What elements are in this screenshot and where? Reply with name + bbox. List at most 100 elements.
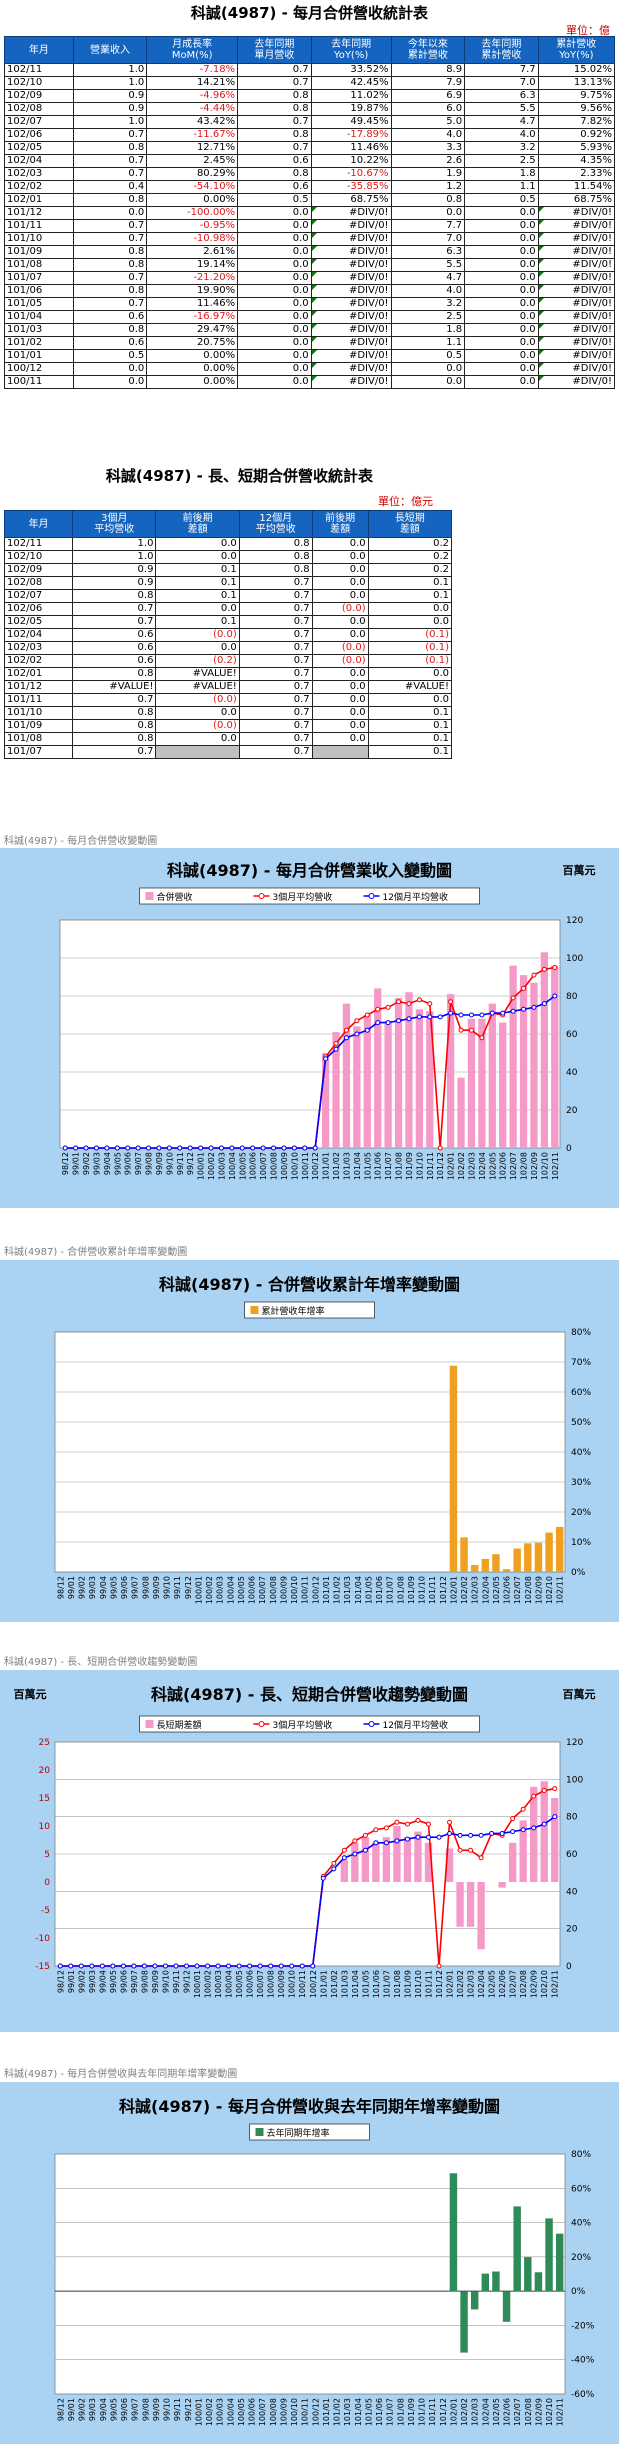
table-row: 101/10 0.7 -10.98% 0.0 #DIV/0! 7.0 0.0 #DIV/0!: [4, 232, 616, 246]
bar: [457, 1077, 465, 1148]
y-tick-label: 20: [566, 1106, 578, 1116]
row-date-cell: 102/08: [4, 102, 74, 116]
table-cell: 0.0: [155, 732, 240, 746]
table-cell: 0.8: [238, 550, 313, 564]
table-cell: #DIV/0!: [537, 284, 616, 298]
table-cell: 29.47%: [146, 323, 239, 337]
x-tick-label: 101/06: [375, 2398, 384, 2426]
bar: [394, 997, 403, 1148]
x-tick-label: 102/07: [509, 1152, 518, 1180]
chart1-caption: 科誠(4987) - 每月合併營收變動圖: [4, 836, 158, 847]
bar: [351, 1842, 359, 1882]
x-tick-label: 99/03: [88, 1576, 97, 1599]
data-point: [531, 1793, 537, 1799]
x-tick-label: 100/04: [225, 1970, 234, 1998]
table-cell: -35.85%: [310, 180, 392, 194]
row-date-cell: 101/08: [4, 258, 74, 272]
table-cell: #VALUE!: [155, 680, 240, 694]
x-tick-label: 100/05: [237, 1576, 246, 1604]
table-cell: 0.1: [367, 706, 453, 720]
row-date-cell: 101/02: [4, 336, 74, 350]
data-point: [468, 1832, 474, 1838]
table-cell: 1.8: [390, 323, 466, 337]
table-cell: 2.5: [390, 310, 466, 324]
chart4-caption: 科誠(4987) - 每月合併營收與去年同期年增率變動圖: [4, 2069, 238, 2080]
data-point: [406, 1001, 412, 1007]
table-cell: #DIV/0!: [537, 323, 616, 337]
data-point: [120, 1963, 126, 1969]
table-cell: 0.1: [155, 563, 240, 577]
chart-title: 科誠(4987) - 合併營收累計年增率變動圖: [159, 1275, 460, 1294]
table-cell: 2.33%: [537, 167, 616, 181]
x-tick-label: 100/03: [216, 2398, 225, 2426]
x-tick-label: 100/08: [267, 1970, 276, 1998]
legend-swatch: [145, 892, 154, 900]
data-point: [396, 1018, 402, 1024]
table-cell: 0.6: [72, 310, 148, 324]
x-tick-label: 99/04: [99, 1576, 108, 1599]
data-point: [375, 1006, 381, 1012]
x-tick-label: 102/10: [545, 1576, 554, 1604]
data-point: [510, 995, 516, 1001]
x-tick-label: 99/02: [78, 2398, 87, 2421]
bar: [445, 1848, 454, 1882]
x-tick-label: 100/08: [269, 2398, 278, 2426]
table-cell: 0.0: [311, 576, 369, 590]
data-point: [468, 1012, 474, 1018]
data-point: [437, 1145, 443, 1151]
x-tick-label: 99/10: [163, 2398, 172, 2421]
data-point: [415, 1834, 421, 1840]
x-tick-label: 99/06: [120, 2398, 129, 2421]
table-cell: #VALUE!: [367, 680, 453, 694]
x-tick-label: 102/05: [488, 1152, 497, 1180]
table-cell: 0.0: [390, 375, 466, 389]
x-tick-label: 99/05: [113, 1152, 122, 1175]
bar: [509, 965, 517, 1148]
bar: [426, 1011, 434, 1148]
table-cell: 12.71%: [146, 141, 239, 155]
y-tick-label: 80%: [571, 1328, 591, 1338]
table-cell: 0.9: [72, 102, 148, 116]
row-date-cell: 102/01: [3, 667, 74, 681]
x-tick-label: 99/12: [184, 2398, 193, 2421]
table-cell: (0.0): [155, 628, 240, 642]
unit-label-left: 百萬元: [14, 1687, 47, 1701]
chart-title: 科誠(4987) - 每月合併營業收入變動圖: [167, 861, 452, 880]
table-cell: -54.10%: [146, 180, 239, 194]
table-cell: 2.6: [390, 154, 466, 168]
table-cell: 19.14%: [146, 258, 239, 272]
x-tick-label: 99/02: [77, 1970, 86, 1993]
table-cell: #DIV/0!: [310, 232, 392, 246]
table-cell: #DIV/0!: [310, 310, 392, 324]
bar: [555, 2233, 564, 2292]
data-point: [427, 1001, 433, 1007]
chart2-panel: 科誠(4987) - 合併營收累計年增率變動圖 累計營收年增率 0% 10% 20% 30…: [0, 1260, 619, 1622]
x-tick-label: 99/11: [176, 1152, 185, 1175]
x-tick-label: 99/01: [72, 1152, 81, 1175]
y-left-tick-label: -15: [35, 1962, 50, 1972]
table-cell: 0.0: [72, 375, 148, 389]
x-tick-label: 100/07: [258, 1576, 267, 1604]
table-cell: 0.6: [72, 628, 157, 642]
row-date-cell: 102/05: [3, 615, 74, 629]
table-cell: 0.0: [464, 219, 539, 233]
y-tick-label: 40: [566, 1887, 578, 1897]
table-cell: 0.7: [237, 141, 312, 155]
table-cell: #DIV/0!: [310, 323, 392, 337]
line-series: [62, 993, 558, 1151]
chart3-panel: 科誠(4987) - 長、短期合併營收趨勢變動圖 百萬元 百萬元 長短期差額 3個月平均…: [0, 1670, 619, 2032]
x-tick-label: 100/09: [277, 1970, 286, 1998]
x-tick-label: 100/11: [301, 1576, 310, 1604]
x-tick-label: 100/05: [237, 2398, 246, 2426]
table-cell: #DIV/0!: [310, 336, 392, 350]
table-cell: 11.54%: [537, 180, 616, 194]
table-cell: 4.0: [464, 128, 539, 142]
x-tick-label: 100/01: [194, 1576, 203, 1604]
data-point: [239, 1145, 245, 1151]
column-header: 營業收入: [72, 36, 148, 64]
x-tick-label: 99/07: [134, 1152, 143, 1175]
plot-area: [54, 2153, 566, 2395]
table-cell: 0.7: [238, 589, 313, 603]
data-point: [520, 1806, 526, 1812]
bar: [513, 1548, 521, 1572]
